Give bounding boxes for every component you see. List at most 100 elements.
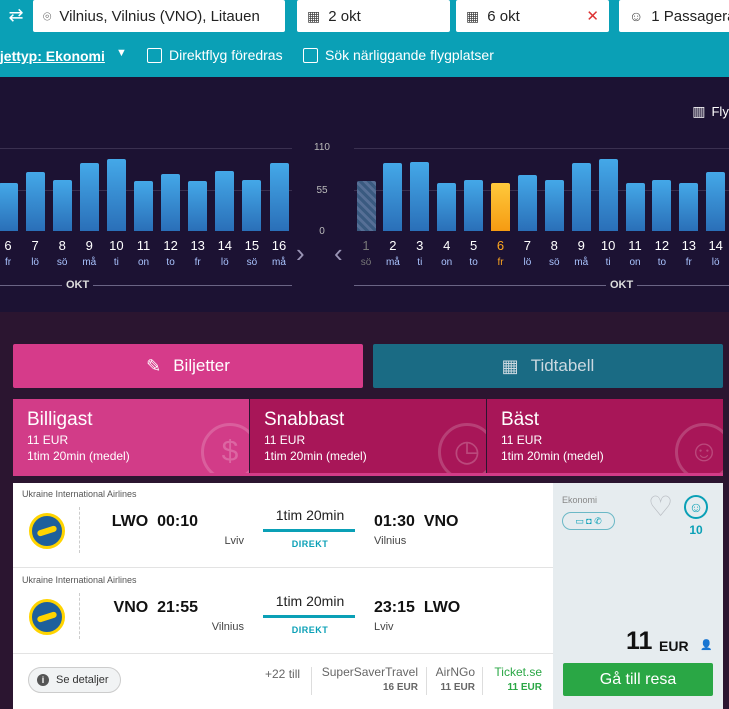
nearby-airports-label: Sök närliggande flygplatser: [325, 47, 494, 63]
day-number[interactable]: 8: [58, 238, 66, 253]
sort-title: Billigast: [27, 409, 93, 430]
day-number[interactable]: 14: [708, 238, 723, 253]
passengers-icon: ☺: [629, 8, 644, 24]
tickets-label: Biljetter: [173, 356, 230, 375]
direct-flights-checkbox[interactable]: Direktflyg föredras: [147, 47, 283, 63]
price-bar-day-7[interactable]: [25, 172, 45, 231]
day-number[interactable]: 13: [190, 238, 205, 253]
day-number[interactable]: 11: [628, 238, 642, 253]
depart-value: 2 okt: [328, 7, 361, 25]
price-bar-day-3[interactable]: [410, 161, 430, 231]
day-number[interactable]: 1: [362, 238, 370, 253]
day-number[interactable]: 12: [654, 238, 670, 253]
search-bar: ⇄ ⌾ Vilnius, Vilnius (VNO), Litauen ▦ 2 …: [0, 0, 729, 36]
price-bar-day-9[interactable]: [571, 163, 591, 231]
y-tick: 0: [319, 226, 325, 237]
price-bar-day-7[interactable]: [517, 175, 537, 231]
cabin-class: Ekonomi: [562, 495, 598, 505]
price-bar-day-13[interactable]: [679, 182, 699, 231]
price-bar-day-11[interactable]: [625, 182, 645, 231]
tickets-button[interactable]: ✎ Biljetter: [13, 344, 363, 388]
day-number[interactable]: 10: [109, 238, 124, 253]
day-number[interactable]: 16: [271, 238, 287, 253]
sort-title: Snabbast: [264, 409, 345, 430]
arrival-code: LWO: [423, 599, 461, 616]
itinerary[interactable]: Ukraine International Airlines LWO 00:10…: [13, 483, 553, 709]
day-number[interactable]: 5: [469, 238, 478, 253]
day-number[interactable]: 2: [389, 238, 397, 253]
timetable-button[interactable]: ▦ Tidtabell: [373, 344, 723, 388]
details-label: Se detaljer: [56, 674, 109, 686]
price-graph-toggle[interactable]: ▥ Flygpris: [692, 103, 729, 120]
details-button[interactable]: i Se detaljer: [28, 667, 121, 693]
chevron-right-icon[interactable]: ›: [296, 238, 305, 268]
day-number[interactable]: 12: [163, 238, 178, 253]
go-to-trip-button[interactable]: Gå till resa: [563, 663, 713, 696]
depart-date-field[interactable]: ▦ 2 okt: [297, 0, 450, 32]
day-number[interactable]: 10: [600, 238, 616, 253]
price-bar-day-12[interactable]: [652, 179, 672, 231]
day-number[interactable]: 6: [496, 238, 505, 253]
swap-icon[interactable]: ⇄: [8, 5, 24, 25]
passengers-value: 1 Passagerare: [651, 7, 729, 25]
clear-return-icon[interactable]: ✕: [586, 8, 599, 25]
day-number[interactable]: 13: [681, 238, 697, 253]
day-number[interactable]: 6: [4, 238, 12, 253]
day-name: to: [657, 257, 667, 268]
more-providers-link[interactable]: +22 till: [265, 667, 301, 681]
checkbox-box[interactable]: [303, 47, 318, 63]
passengers-field[interactable]: ☺ 1 Passagerare: [619, 0, 729, 32]
day-number[interactable]: 11: [136, 238, 151, 253]
day-number[interactable]: 4: [443, 238, 451, 253]
sort-cheapest-tab[interactable]: Billigast 11 EUR 1tim 20min (medel) $: [13, 399, 249, 473]
price-bar-day-6[interactable]: [0, 182, 18, 231]
price-bar-day-4[interactable]: [437, 182, 457, 231]
nearby-airports-checkbox[interactable]: Sök närliggande flygplatser: [303, 47, 494, 63]
price-bar-day-14[interactable]: [706, 172, 726, 231]
airline-logo: [29, 599, 65, 635]
return-date-field[interactable]: ▦ 6 okt ✕: [456, 0, 609, 32]
from-field[interactable]: ⌾ Vilnius, Vilnius (VNO), Litauen: [33, 0, 285, 32]
price-bar-day-12[interactable]: [161, 173, 181, 231]
sort-fastest-tab[interactable]: Snabbast 11 EUR 1tim 20min (medel) ◷: [250, 399, 486, 473]
price-bar-day-2[interactable]: [383, 163, 403, 231]
sort-best-tab[interactable]: Bäst 11 EUR 1tim 20min (medel) ☺: [487, 399, 723, 473]
departure-time: 21:55: [157, 599, 198, 616]
day-number[interactable]: 15: [244, 238, 260, 253]
price-bar-day-8[interactable]: [544, 179, 564, 231]
price-bar-day-1[interactable]: [356, 181, 376, 231]
price-bar-day-16[interactable]: [269, 163, 289, 231]
departure-code-time: LWO 00:10: [112, 513, 198, 531]
day-number[interactable]: 8: [550, 238, 558, 253]
price-graph-label: Flygpris: [711, 104, 729, 119]
day-number[interactable]: 3: [416, 238, 424, 253]
provider-ticket-se[interactable]: Ticket.se 11 EUR: [487, 665, 542, 693]
provider-airngo[interactable]: AirNGo 11 EUR: [431, 665, 475, 693]
provider-supersavertravel[interactable]: SuperSaverTravel 16 EUR: [318, 665, 418, 693]
price-bar-day-6[interactable]: [491, 182, 510, 231]
price-bar-day-8[interactable]: [52, 179, 72, 231]
day-number[interactable]: 9: [577, 238, 585, 253]
cabin-class-select[interactable]: Biljettyp: Ekonomi: [0, 48, 105, 64]
price-bar-day-10[interactable]: [598, 159, 618, 231]
day-number[interactable]: 7: [31, 238, 39, 253]
heart-icon[interactable]: ♡: [648, 491, 674, 522]
direct-badge: DIREKT: [291, 539, 329, 549]
price-bar-day-9[interactable]: [79, 163, 99, 231]
day-number[interactable]: 9: [85, 238, 93, 253]
arrival-city: Lviv: [374, 621, 394, 633]
day-name: to: [469, 257, 478, 268]
chevron-down-icon[interactable]: ▼: [116, 47, 127, 59]
day-number[interactable]: 7: [523, 238, 531, 253]
provider-price: 16 EUR: [382, 682, 418, 693]
price-bar-day-11[interactable]: [134, 181, 153, 231]
price-bar-day-14[interactable]: [215, 170, 235, 231]
price-bar-day-10[interactable]: [106, 159, 126, 231]
price-bar-day-5[interactable]: [464, 179, 484, 231]
chevron-left-icon[interactable]: ‹: [334, 238, 343, 268]
price-bar-day-15[interactable]: [242, 179, 262, 231]
checkbox-box[interactable]: [147, 47, 162, 63]
price-bar-day-13[interactable]: [188, 181, 208, 231]
day-number[interactable]: 14: [217, 238, 233, 253]
day-name: sö: [56, 257, 68, 268]
